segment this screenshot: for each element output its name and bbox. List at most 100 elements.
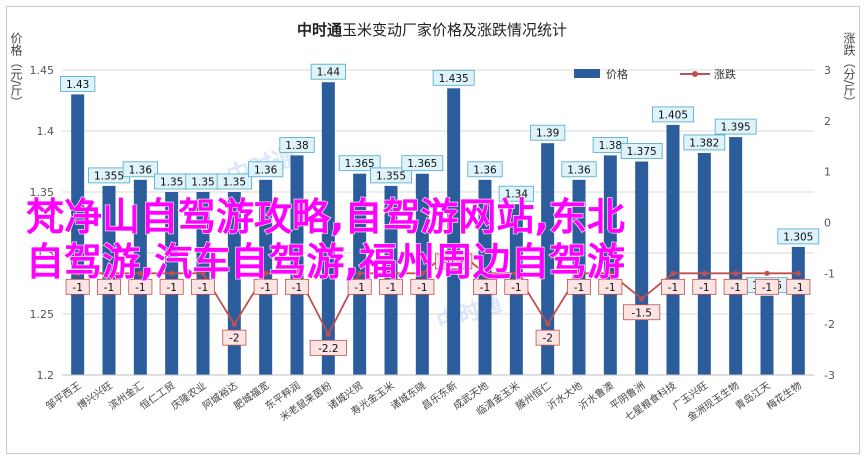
bar (791, 246, 805, 375)
bar-label: 1.36 (473, 164, 497, 176)
line-label-box (222, 329, 247, 346)
chart-title-text: 玉米变动厂家价格及涨跌情况统计 (342, 21, 567, 39)
line-point (106, 270, 112, 276)
bar-label-box (777, 228, 820, 245)
line-point (764, 270, 770, 276)
bar-label: 1.395 (721, 122, 751, 134)
legend-bar-swatch (574, 69, 600, 78)
line-label-box (65, 278, 90, 295)
line-label: -1 (292, 282, 302, 294)
line-point (513, 270, 519, 276)
line-label-box (755, 278, 780, 295)
bar-label: 1.38 (285, 140, 308, 152)
bar-label: 1.34 (505, 189, 529, 201)
line-label: -1.5 (631, 307, 652, 319)
line-label: -1 (511, 282, 521, 294)
bar-label: 1.382 (689, 137, 719, 149)
bar (729, 137, 743, 375)
line-label: -2 (542, 333, 552, 345)
bar (321, 82, 335, 375)
line-label: -1 (72, 282, 82, 294)
line-point (357, 270, 363, 276)
y-tick-left: 1.2 (37, 369, 55, 382)
bar-label: 1.355 (376, 170, 406, 182)
bar-label-box (652, 106, 694, 123)
overlay-line-2: 自驾游,汽车自驾游,福州周边自驾游 (26, 240, 625, 284)
bar (666, 124, 680, 376)
bar-label: 1.39 (536, 128, 559, 140)
bar-label: 1.36 (567, 164, 591, 176)
line-label: -1 (793, 282, 803, 294)
line-label-box (472, 278, 497, 295)
y-tick-right: 0 (824, 217, 831, 230)
line-label: -1 (480, 282, 490, 294)
bar-label: 1.44 (317, 67, 341, 79)
line-point (419, 270, 425, 276)
x-tick-label: 七星粮食科技 (622, 379, 679, 424)
bar-label-box (683, 134, 726, 151)
bar-label: 1.35 (191, 177, 214, 189)
line-point (169, 270, 175, 276)
chart-title: 中时通玉米变动厂家价格及涨跌情况统计 (297, 21, 567, 39)
legend: 价格 涨跌 (574, 67, 736, 81)
legend-bar-label: 价格 (606, 67, 628, 81)
line-point (200, 270, 206, 276)
line-label-box (535, 329, 560, 346)
line-label-box (504, 278, 529, 295)
y-tick-right: 1 (824, 166, 831, 179)
line-label: -1 (699, 282, 709, 294)
line-label-box (284, 278, 309, 295)
bar (71, 94, 85, 376)
y-tick-right: -2 (824, 318, 835, 331)
y-tick-left: 1.25 (30, 308, 55, 321)
line-label: -1 (260, 282, 270, 294)
bar-label-box (60, 76, 96, 92)
bar-label-box (248, 161, 284, 178)
line-point (576, 270, 582, 276)
line-point (545, 321, 551, 327)
line-point (733, 270, 739, 276)
line-point (795, 270, 801, 276)
chart-title-brand: 中时通 (297, 21, 342, 39)
bars (71, 82, 805, 376)
line-label-box (692, 278, 717, 295)
bar-label-box (498, 185, 534, 202)
bar (697, 152, 711, 375)
line-label: -1 (354, 282, 364, 294)
line-label-box (723, 278, 748, 295)
line-label-box (567, 278, 592, 295)
bar-label-box (310, 63, 346, 80)
bar-label: 1.305 (783, 231, 813, 243)
y-tick-left: 1.3 (37, 247, 55, 260)
y-tick-left: 1.4 (37, 125, 55, 138)
y-tick-left: 1.45 (30, 64, 55, 77)
bar-label: 1.365 (407, 158, 437, 170)
line-point (263, 270, 269, 276)
line-label-box (623, 304, 661, 321)
overlay-text: 梵净山自驾游攻略,自驾游网站,东北 自驾游,汽车自驾游,福州周边自驾游 (25, 194, 625, 284)
overlay-line-1: 梵净山自驾游攻略,自驾游网站,东北 (26, 195, 625, 239)
bar-label-box (279, 136, 315, 153)
bar-label-box (216, 173, 252, 190)
line-label: -2 (229, 333, 239, 345)
line-label: -1 (386, 282, 396, 294)
legend-line-label: 涨跌 (714, 67, 736, 81)
line-label: -1 (104, 282, 114, 294)
bar-label: 1.355 (94, 170, 124, 182)
line-label: -1 (417, 282, 427, 294)
y-tick-right: -1 (824, 267, 835, 280)
line-label: -1 (730, 282, 740, 294)
bar-labels: 1.43 1.355 1.36 1.35 1.35 1.35 1.36 1.38 1.44 1.3… (60, 63, 820, 294)
line-point (388, 270, 394, 276)
axes: 1.45 1.4 1.35 1.3 1.25 1.2 3 2 1 0 -1 -2 -3 (30, 64, 835, 382)
line-label-box (347, 278, 372, 295)
line-label-box (661, 278, 686, 295)
line-point (325, 331, 331, 337)
line-point (607, 270, 613, 276)
y-tick-right: -3 (824, 369, 835, 382)
line-point (670, 270, 676, 276)
y-axis-title-left: 价格（元/斤） (9, 32, 23, 108)
x-labels: 邹平西王博兴兴旺滨州金汇恒仁工贸庆隆农业阿城裕达肥城福宽东平粹润米老鼠来茵粉诸城… (43, 379, 804, 424)
line-label: -1 (198, 282, 208, 294)
